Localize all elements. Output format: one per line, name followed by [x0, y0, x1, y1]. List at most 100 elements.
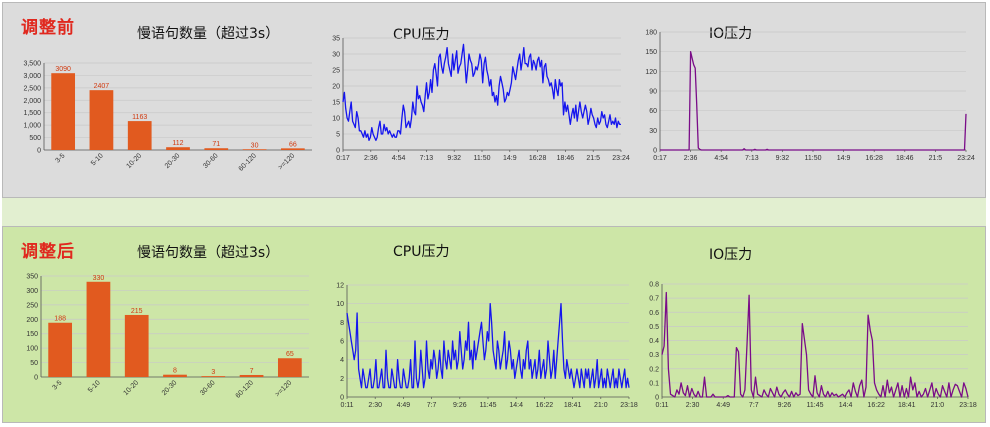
x-tick-label: 2:30: [686, 402, 700, 409]
bar: [242, 149, 267, 150]
y-tick-label: 0: [340, 395, 344, 402]
y-tick-label: 250: [26, 302, 38, 309]
io-title-before: IO压力: [709, 26, 753, 42]
slow-query-title-after: 慢语句数量（超过3s）: [137, 245, 280, 261]
y-tick-label: 10: [332, 116, 340, 123]
x-tick-label: 18:41: [898, 402, 916, 409]
x-tick-label: 11:45: [480, 402, 497, 409]
y-tick-label: 12: [336, 283, 344, 290]
series-line: [346, 303, 630, 389]
y-tick-label: 200: [26, 317, 38, 324]
io-title-after: IO压力: [709, 247, 753, 263]
y-tick-label: 0.4: [649, 338, 659, 345]
y-tick-label: 2,500: [23, 85, 41, 92]
x-tick-label: 9:32: [447, 155, 461, 162]
y-tick-label: 50: [30, 360, 38, 367]
x-tick-label: 23:24: [957, 155, 975, 162]
data-label: 30: [251, 142, 259, 149]
x-tick-label: 23:18: [959, 402, 977, 409]
x-tick-label: 2:36: [364, 155, 378, 162]
x-tick-label: 7:7: [749, 402, 759, 409]
y-tick-label: 6: [340, 339, 344, 346]
data-label: 3: [211, 369, 215, 376]
x-tick-label: 0:17: [653, 155, 667, 162]
data-label: 1163: [132, 114, 147, 121]
x-tick-label: 14:4: [839, 402, 853, 409]
bar: [239, 374, 264, 377]
x-tick-label: 18:46: [557, 155, 575, 162]
y-tick-label: 8: [340, 320, 344, 327]
x-tick-label: 9:26: [453, 402, 467, 409]
data-label: 112: [172, 140, 183, 147]
x-tick-label: 18:41: [564, 402, 582, 409]
y-tick-label: 2,000: [23, 98, 41, 105]
x-tick-label: 16:28: [865, 155, 883, 162]
x-tick-label: 11:50: [474, 155, 491, 162]
x-tick-label: 21:5: [929, 155, 943, 162]
bar: [86, 281, 111, 377]
y-tick-label: 500: [29, 135, 41, 142]
x-tick-label: 11:50: [805, 155, 822, 162]
x-tick-label: 9:32: [776, 155, 790, 162]
y-tick-label: 150: [26, 331, 38, 338]
y-tick-label: 60: [649, 108, 657, 115]
x-tick-label: 16:28: [529, 155, 547, 162]
x-tick-label: 11:45: [807, 402, 824, 409]
x-tick-label: 21:0: [931, 402, 945, 409]
y-tick-label: 15: [332, 100, 340, 107]
data-label: 71: [212, 141, 220, 148]
section-title-before: 调整前: [21, 18, 75, 38]
x-tick-label: 7:13: [745, 155, 759, 162]
x-tick-label: 4:49: [397, 402, 411, 409]
y-tick-label: 0.5: [649, 324, 659, 331]
x-tick-label: 0:11: [340, 402, 353, 409]
y-tick-label: 3,500: [23, 61, 41, 68]
series-line: [661, 291, 969, 398]
x-tick-label: 4:54: [714, 155, 728, 162]
x-tick-label: 0:17: [336, 155, 350, 162]
section-title-after: 调整后: [21, 242, 75, 262]
bar: [204, 148, 229, 150]
y-tick-label: 0: [653, 148, 657, 155]
y-tick-label: 1,500: [23, 110, 41, 117]
y-tick-label: 30: [332, 52, 340, 59]
bar: [124, 314, 149, 377]
y-tick-label: 0: [34, 375, 38, 382]
data-label: 2407: [94, 83, 110, 90]
y-tick-label: 1,000: [23, 123, 41, 130]
y-tick-label: 100: [26, 346, 38, 353]
data-label: 330: [93, 275, 105, 282]
x-tick-label: 14:9: [503, 155, 517, 162]
y-tick-label: 2: [340, 376, 344, 383]
x-tick-label: 2:30: [368, 402, 382, 409]
bar: [201, 376, 226, 377]
y-tick-label: 90: [649, 89, 657, 96]
y-tick-label: 0.7: [649, 296, 659, 303]
x-tick-label: 4:49: [716, 402, 730, 409]
y-tick-label: 0.8: [649, 282, 659, 289]
y-tick-label: 25: [332, 68, 340, 75]
y-tick-label: 300: [26, 288, 38, 295]
y-tick-label: 0.2: [649, 366, 659, 373]
data-label: 188: [54, 316, 66, 323]
x-tick-label: 14:4: [509, 402, 523, 409]
data-label: 8: [173, 368, 177, 375]
data-label: 7: [250, 368, 254, 375]
series-line: [342, 43, 621, 142]
x-tick-label: 2:36: [684, 155, 698, 162]
y-tick-label: 0: [336, 148, 340, 155]
x-tick-label: 23:18: [620, 402, 638, 409]
y-tick-label: 180: [645, 30, 657, 37]
x-tick-label: 0:11: [655, 402, 668, 409]
y-tick-label: 3,000: [23, 73, 41, 80]
bar: [280, 148, 305, 150]
x-tick-label: 21:5: [586, 155, 600, 162]
data-label: 3090: [55, 66, 71, 73]
bar: [277, 358, 302, 377]
y-tick-label: 0: [655, 395, 659, 402]
cpu-title-before: CPU压力: [393, 27, 450, 43]
bar: [127, 121, 152, 150]
x-tick-label: 16:22: [867, 402, 885, 409]
